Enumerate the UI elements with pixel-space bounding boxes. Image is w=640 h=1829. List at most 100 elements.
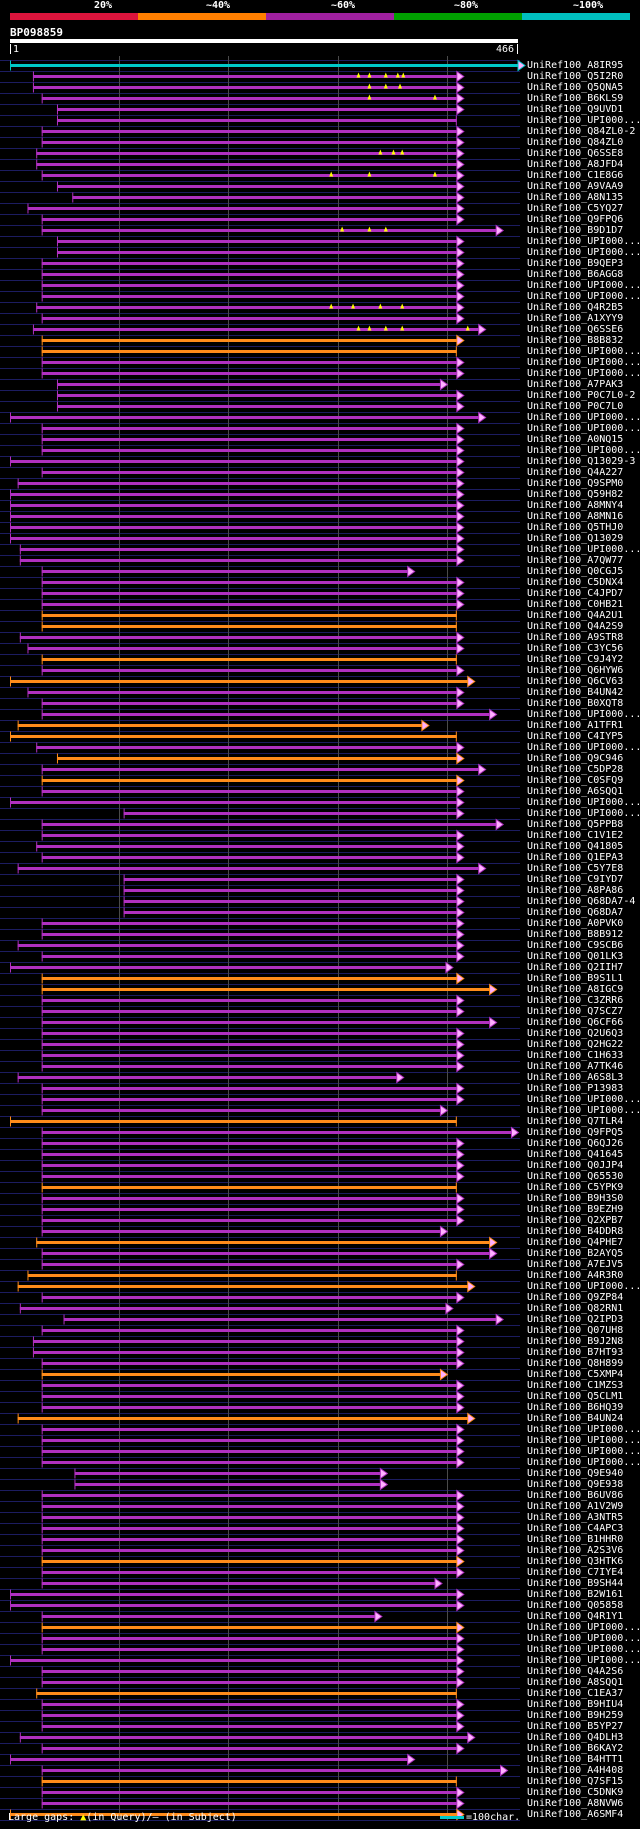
hit-label[interactable]: UniRef100_A3NTR5	[527, 1512, 624, 1523]
hit-label[interactable]: UniRef100_UPI000...	[527, 1435, 640, 1446]
hit-label[interactable]: UniRef100_Q2XPB7	[527, 1215, 624, 1226]
hit-label[interactable]: UniRef100_B9H259	[527, 1710, 624, 1721]
hit-label[interactable]: UniRef100_UPI000...	[527, 742, 640, 753]
hit-label[interactable]: UniRef100_UPI000...	[527, 247, 640, 258]
hit-label[interactable]: UniRef100_A8NVW6	[527, 1798, 624, 1809]
hit-label[interactable]: UniRef100_Q4R2B5	[527, 302, 624, 313]
hit-label[interactable]: UniRef100_A7PAK3	[527, 379, 624, 390]
hit-label[interactable]: UniRef100_Q9UVD1	[527, 104, 624, 115]
hit-label[interactable]: UniRef100_UPI000...	[527, 1281, 640, 1292]
hit-label[interactable]: UniRef100_Q6SSE6	[527, 324, 624, 335]
hit-label[interactable]: UniRef100_UPI000...	[527, 412, 640, 423]
hit-label[interactable]: UniRef100_B8B832	[527, 335, 624, 346]
hit-label[interactable]: UniRef100_B9S1L1	[527, 973, 624, 984]
hit-label[interactable]: UniRef100_Q9E940	[527, 1468, 624, 1479]
hit-label[interactable]: UniRef100_UPI000...	[527, 115, 640, 126]
hit-label[interactable]: UniRef100_Q5CLM1	[527, 1391, 624, 1402]
hit-label[interactable]: UniRef100_Q0CGJ5	[527, 566, 624, 577]
hit-label[interactable]: UniRef100_A1V2W9	[527, 1501, 624, 1512]
hit-label[interactable]: UniRef100_Q7SF15	[527, 1776, 624, 1787]
hit-label[interactable]: UniRef100_Q4A2S6	[527, 1666, 624, 1677]
hit-label[interactable]: UniRef100_B6UV86	[527, 1490, 624, 1501]
hit-label[interactable]: UniRef100_Q13029	[527, 533, 624, 544]
hit-label[interactable]: UniRef100_Q68DA7	[527, 907, 624, 918]
hit-label[interactable]: UniRef100_Q5PPB8	[527, 819, 624, 830]
hit-label[interactable]: UniRef100_UPI000...	[527, 291, 640, 302]
hit-label[interactable]: UniRef100_C5DP28	[527, 764, 624, 775]
hit-label[interactable]: UniRef100_UPI000...	[527, 1655, 640, 1666]
hit-label[interactable]: UniRef100_Q6CF66	[527, 1017, 624, 1028]
hit-label[interactable]: UniRef100_Q2IPD3	[527, 1314, 624, 1325]
hit-label[interactable]: UniRef100_A8IGC9	[527, 984, 624, 995]
hit-label[interactable]: UniRef100_B9QEP3	[527, 258, 624, 269]
hit-label[interactable]: UniRef100_UPI000...	[527, 808, 640, 819]
hit-label[interactable]: UniRef100_Q3HTK6	[527, 1556, 624, 1567]
hit-label[interactable]: UniRef100_UPI000...	[527, 1633, 640, 1644]
hit-label[interactable]: UniRef100_C5Y7E8	[527, 863, 624, 874]
hit-label[interactable]: UniRef100_UPI000...	[527, 1094, 640, 1105]
hit-label[interactable]: UniRef100_C1H633	[527, 1050, 624, 1061]
hit-label[interactable]: UniRef100_Q7SCZ7	[527, 1006, 624, 1017]
hit-label[interactable]: UniRef100_A8JFD4	[527, 159, 624, 170]
hit-label[interactable]: UniRef100_B9J2N8	[527, 1336, 624, 1347]
hit-label[interactable]: UniRef100_C0HB21	[527, 599, 624, 610]
hit-label[interactable]: UniRef100_C5DNX4	[527, 577, 624, 588]
hit-label[interactable]: UniRef100_UPI000...	[527, 1105, 640, 1116]
hit-label[interactable]: UniRef100_B4UN24	[527, 1413, 624, 1424]
hit-label[interactable]: UniRef100_C4JPD7	[527, 588, 624, 599]
hit-label[interactable]: UniRef100_A4H408	[527, 1765, 624, 1776]
hit-label[interactable]: UniRef100_B9EZH9	[527, 1204, 624, 1215]
hit-label[interactable]: UniRef100_B7HT93	[527, 1347, 624, 1358]
hit-label[interactable]: UniRef100_Q7TLR4	[527, 1116, 624, 1127]
hit-label[interactable]: UniRef100_Q4R1Y1	[527, 1611, 624, 1622]
hit-label[interactable]: UniRef100_A8N135	[527, 192, 624, 203]
hit-label[interactable]: UniRef100_C4APC3	[527, 1523, 624, 1534]
hit-label[interactable]: UniRef100_A8SQQ1	[527, 1677, 624, 1688]
hit-label[interactable]: UniRef100_UPI000...	[527, 544, 640, 555]
hit-label[interactable]: UniRef100_C1MZS3	[527, 1380, 624, 1391]
hit-label[interactable]: UniRef100_Q1EPA3	[527, 852, 624, 863]
hit-label[interactable]: UniRef100_C3YC56	[527, 643, 624, 654]
hit-label[interactable]: UniRef100_Q4A227	[527, 467, 624, 478]
hit-label[interactable]: UniRef100_Q2U6Q3	[527, 1028, 624, 1039]
hit-label[interactable]: UniRef100_B8B912	[527, 929, 624, 940]
hit-label[interactable]: UniRef100_Q9C946	[527, 753, 624, 764]
hit-label[interactable]: UniRef100_C1V1E2	[527, 830, 624, 841]
hit-label[interactable]: UniRef100_P13983	[527, 1083, 624, 1094]
hit-label[interactable]: UniRef100_Q01LK3	[527, 951, 624, 962]
hit-label[interactable]: UniRef100_A9VAA9	[527, 181, 624, 192]
hit-label[interactable]: UniRef100_Q4A2U1	[527, 610, 624, 621]
hit-label[interactable]: UniRef100_A0NQ15	[527, 434, 624, 445]
hit-label[interactable]: UniRef100_Q6QJ26	[527, 1138, 624, 1149]
hit-label[interactable]: UniRef100_Q05858	[527, 1600, 624, 1611]
hit-label[interactable]: UniRef100_B1HHR0	[527, 1534, 624, 1545]
hit-label[interactable]: UniRef100_B4UN42	[527, 687, 624, 698]
hit-label[interactable]: UniRef100_B5YP27	[527, 1721, 624, 1732]
hit-label[interactable]: UniRef100_B2W161	[527, 1589, 624, 1600]
hit-label[interactable]: UniRef100_Q4A2S9	[527, 621, 624, 632]
hit-label[interactable]: UniRef100_C1EA37	[527, 1688, 624, 1699]
hit-label[interactable]: UniRef100_B2AYQ5	[527, 1248, 624, 1259]
hit-label[interactable]: UniRef100_Q68DA7-4	[527, 896, 636, 907]
hit-label[interactable]: UniRef100_A8MN16	[527, 511, 624, 522]
hit-label[interactable]: UniRef100_Q9FPQ6	[527, 214, 624, 225]
hit-label[interactable]: UniRef100_Q84ZL0-2	[527, 126, 636, 137]
hit-label[interactable]: UniRef100_A9STR8	[527, 632, 624, 643]
hit-label[interactable]: UniRef100_Q9FPQ5	[527, 1127, 624, 1138]
hit-label[interactable]: UniRef100_A1XYY9	[527, 313, 624, 324]
hit-label[interactable]: UniRef100_Q5QNA5	[527, 82, 624, 93]
hit-label[interactable]: UniRef100_A8IR95	[527, 60, 624, 71]
hit-label[interactable]: UniRef100_B6HQ39	[527, 1402, 624, 1413]
hit-label[interactable]: UniRef100_A7QW77	[527, 555, 624, 566]
hit-label[interactable]: UniRef100_C4IYP5	[527, 731, 624, 742]
hit-label[interactable]: UniRef100_Q9ZP84	[527, 1292, 624, 1303]
hit-label[interactable]: UniRef100_A2S3V6	[527, 1545, 624, 1556]
hit-label[interactable]: UniRef100_Q41645	[527, 1149, 624, 1160]
hit-label[interactable]: UniRef100_C9J4Y2	[527, 654, 624, 665]
hit-label[interactable]: UniRef100_UPI000...	[527, 368, 640, 379]
hit-label[interactable]: UniRef100_P0C7L0	[527, 401, 624, 412]
hit-label[interactable]: UniRef100_Q6HYW6	[527, 665, 624, 676]
hit-label[interactable]: UniRef100_Q4PHE7	[527, 1237, 624, 1248]
hit-label[interactable]: UniRef100_A7EJV5	[527, 1259, 624, 1270]
hit-label[interactable]: UniRef100_A6S8L3	[527, 1072, 624, 1083]
